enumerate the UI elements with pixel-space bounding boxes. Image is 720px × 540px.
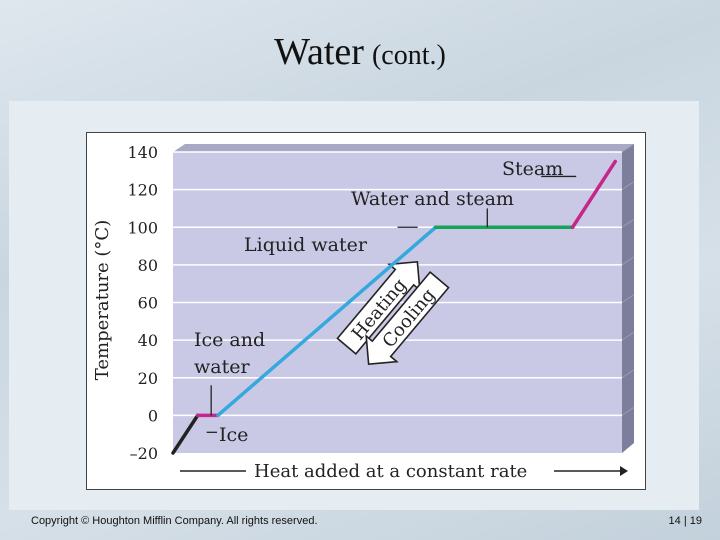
annotation-water-and-steam: Water and steam xyxy=(351,188,514,210)
annotation-water: water xyxy=(194,356,250,378)
series-ice xyxy=(171,413,200,455)
series-liquid-water xyxy=(216,225,438,418)
grid-line-side xyxy=(621,369,635,379)
y-axis-label: Temperature (°C) xyxy=(92,220,113,380)
grid-line-side xyxy=(621,331,635,341)
footer-copyright: Copyright © Houghton Mifflin Company. Al… xyxy=(31,515,318,527)
annotation-liquid-water: Liquid water xyxy=(244,234,368,256)
y-tick-labels: 140 120 100 80 60 40 20 0 –20 xyxy=(127,143,158,463)
annotations: Steam Water and steam Liquid water Ice and w… xyxy=(194,158,563,446)
x-axis-label-group: Heat added at a constant rate xyxy=(180,461,628,482)
y-tick-label: 80 xyxy=(138,256,158,275)
grid-line-side xyxy=(621,218,635,228)
y-tick-label: 20 xyxy=(138,369,158,388)
cooling-arrow-shape xyxy=(365,271,450,365)
grid-line-side xyxy=(621,406,635,416)
heating-arrow-shape xyxy=(336,261,421,355)
y-tick-label: 0 xyxy=(148,406,158,425)
grid-line-side xyxy=(621,256,635,266)
slide-title-sub: (cont.) xyxy=(371,40,446,71)
y-tick-label: 60 xyxy=(138,294,158,313)
grid-line-side xyxy=(621,181,635,191)
y-tick-label: –20 xyxy=(130,444,158,463)
y-tick-label: 140 xyxy=(127,143,158,162)
plot-area-top xyxy=(173,144,634,152)
grid-line-side xyxy=(621,143,635,153)
annotation-steam: Steam xyxy=(502,158,563,180)
slide-title-main: Water xyxy=(274,31,364,73)
slide-title: Water (cont.) xyxy=(0,30,720,74)
phase-change-chart: 140 120 100 80 60 40 20 0 –20 Temperature (°C) H… xyxy=(92,143,635,482)
y-tick-label: 100 xyxy=(127,218,158,237)
annotation-ice-and: Ice and xyxy=(194,329,265,351)
label-leader-lines xyxy=(206,175,577,433)
y-tick-label: 40 xyxy=(138,331,158,350)
series-lines xyxy=(171,159,618,455)
footer-page-number: 14 | 19 xyxy=(668,515,702,527)
x-axis-label: Heat added at a constant rate xyxy=(254,461,527,482)
annotation-ice: Ice xyxy=(219,424,248,446)
grid-line-side xyxy=(621,294,635,303)
series-steam xyxy=(570,159,618,229)
y-tick-label: 120 xyxy=(127,181,158,200)
x-axis-arrowhead xyxy=(620,466,628,476)
